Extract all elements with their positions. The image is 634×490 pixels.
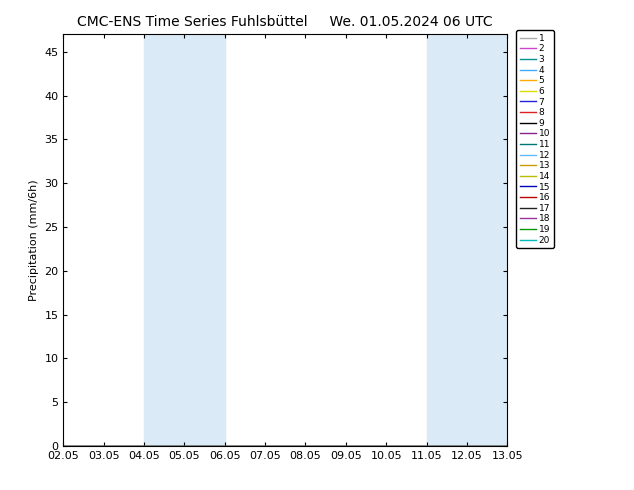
Title: CMC-ENS Time Series Fuhlsbüttel     We. 01.05.2024 06 UTC: CMC-ENS Time Series Fuhlsbüttel We. 01.0… <box>77 15 493 29</box>
Legend: 1, 2, 3, 4, 5, 6, 7, 8, 9, 10, 11, 12, 13, 14, 15, 16, 17, 18, 19, 20: 1, 2, 3, 4, 5, 6, 7, 8, 9, 10, 11, 12, 1… <box>516 30 553 248</box>
Bar <box>144 34 225 446</box>
Y-axis label: Precipitation (mm/6h): Precipitation (mm/6h) <box>29 179 39 301</box>
Bar <box>427 34 507 446</box>
